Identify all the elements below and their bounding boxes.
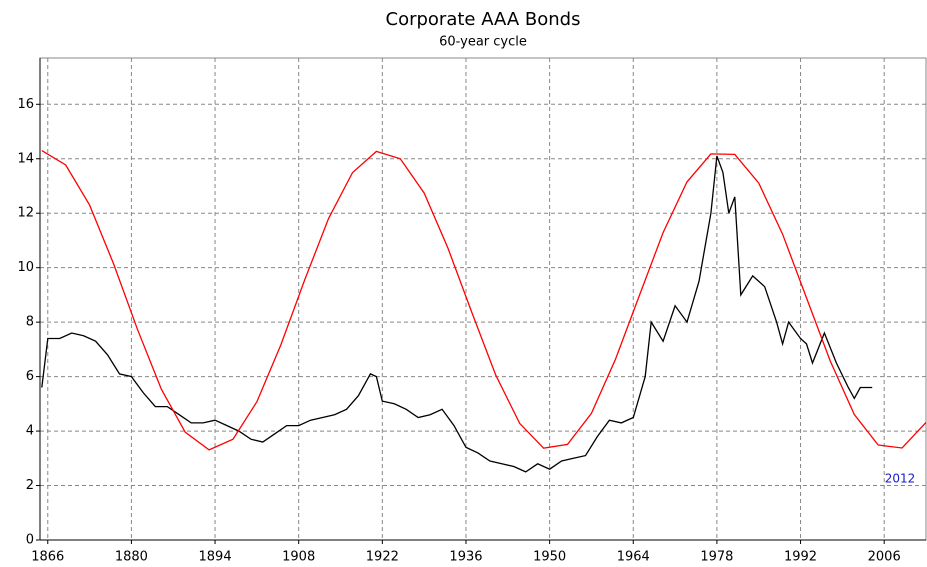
x-tick-label: 1992	[784, 550, 817, 565]
y-tick-label: 12	[17, 206, 34, 221]
y-tick-label: 8	[26, 315, 34, 330]
x-tick-label: 1866	[31, 550, 64, 565]
y-tick-label: 6	[26, 369, 34, 384]
y-tick-label: 0	[26, 533, 34, 548]
series-line	[41, 150, 927, 451]
x-tick-label: 1922	[366, 550, 399, 565]
y-tick-label: 16	[17, 97, 34, 112]
y-tick-label: 4	[26, 424, 34, 439]
x-tick-label: 1908	[282, 550, 315, 565]
x-tick-label: 1936	[449, 550, 482, 565]
x-tick-label: 1880	[115, 550, 148, 565]
x-tick-label: 1978	[700, 550, 733, 565]
chart-subtitle: 60-year cycle	[439, 35, 527, 50]
x-tick-label: 1894	[199, 550, 232, 565]
y-tick-label: 10	[17, 260, 34, 275]
x-tick-label: 1950	[533, 550, 566, 565]
plot-frame	[39, 57, 927, 541]
chart-title: Corporate AAA Bonds	[386, 9, 581, 30]
annotation: 2012	[885, 472, 916, 486]
y-tick-label: 2	[26, 478, 34, 493]
x-tick-label: 2006	[868, 550, 901, 565]
series-line	[41, 155, 873, 473]
x-tick-label: 1964	[617, 550, 650, 565]
y-tick-label: 14	[17, 151, 34, 166]
